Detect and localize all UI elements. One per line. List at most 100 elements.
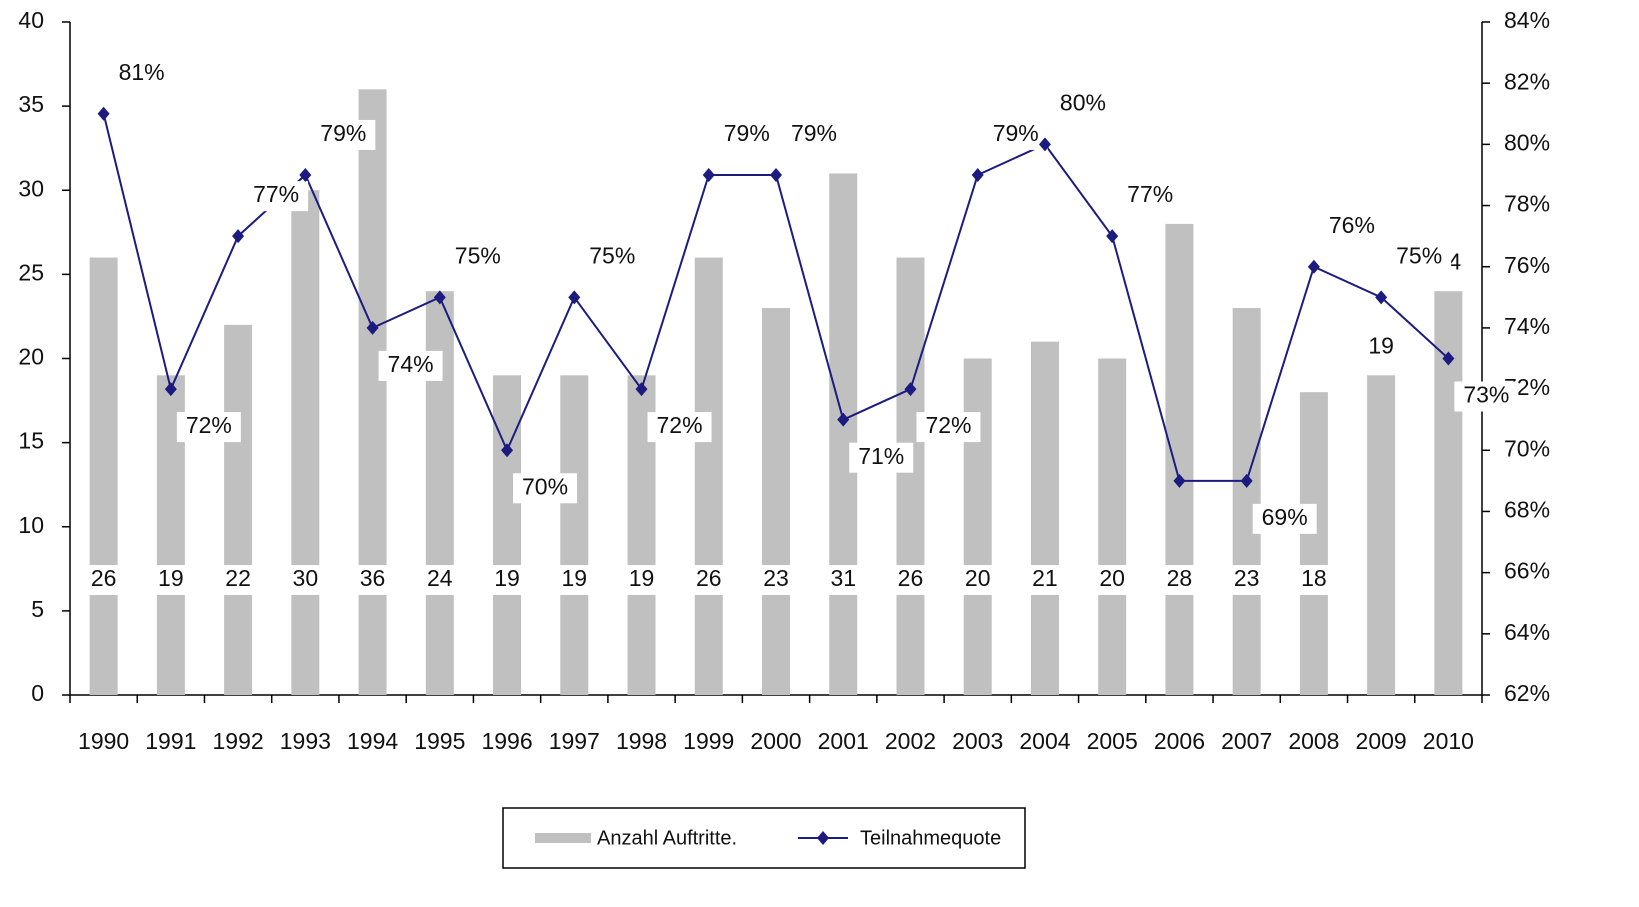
x-tick-label: 1995	[414, 728, 465, 754]
bar-label: 20	[1099, 565, 1125, 591]
line-label-bg	[445, 242, 510, 273]
line-label: 72%	[657, 412, 703, 438]
bar	[829, 173, 858, 696]
bar-label: 23	[1234, 565, 1260, 591]
bar	[896, 257, 925, 695]
y-tick-label: 20	[18, 344, 44, 370]
bar	[762, 308, 790, 695]
marker	[837, 412, 850, 427]
marker	[770, 167, 782, 182]
bar	[1165, 223, 1194, 695]
line-label-bg	[244, 181, 309, 212]
x-tick-label: 2006	[1154, 728, 1205, 754]
x-tick-label: 2010	[1423, 728, 1474, 754]
marker	[1375, 290, 1388, 305]
bar	[358, 89, 387, 696]
line-label-bg	[916, 412, 981, 443]
bar-label-bg	[552, 565, 597, 595]
marker	[1240, 473, 1253, 488]
y-tick-label: 10	[18, 512, 44, 538]
x-tick-label: 2001	[818, 728, 869, 754]
marker	[904, 382, 917, 397]
bar-label: 22	[225, 565, 251, 591]
y-tick-label: 15	[18, 428, 44, 454]
y2-tick-label: 84%	[1504, 7, 1550, 33]
bar-label-bg	[955, 565, 1000, 595]
line-label-bg	[1319, 211, 1384, 242]
y-tick-label: 30	[18, 175, 44, 201]
marker	[97, 106, 110, 121]
bar-label: 23	[763, 565, 789, 591]
line-label: 76%	[1329, 212, 1375, 238]
bar-label-bg	[148, 565, 193, 595]
marker	[702, 167, 715, 182]
bar-label: 18	[1301, 565, 1327, 591]
line-label-bg	[1252, 503, 1317, 534]
marker	[1038, 137, 1051, 152]
x-tick-label: 1997	[549, 728, 600, 754]
bar-label-bg	[1157, 565, 1202, 595]
marker	[1442, 351, 1455, 366]
y-tick-label: 5	[31, 596, 44, 622]
y-tick-label: 35	[18, 91, 44, 117]
bar-label-bg	[216, 565, 261, 595]
line-label-bg	[580, 242, 645, 273]
bar-label-bg	[417, 565, 462, 595]
bar	[1232, 308, 1261, 695]
y2-tick-label: 82%	[1504, 68, 1550, 94]
line-label: 79%	[724, 120, 770, 146]
line-label: 75%	[1396, 242, 1442, 268]
x-tick-label: 1996	[481, 728, 532, 754]
marker	[501, 443, 514, 458]
marker	[433, 290, 446, 305]
marker	[971, 167, 984, 182]
bar-label: 26	[696, 565, 722, 591]
bar-label-bg	[821, 565, 866, 595]
bar-label-bg	[1090, 565, 1135, 595]
marker	[164, 382, 177, 397]
x-tick-label: 1993	[280, 728, 331, 754]
line-label: 81%	[119, 59, 165, 85]
line-label-bg	[176, 412, 241, 443]
x-tick-label: 2005	[1087, 728, 1138, 754]
bar-label: 36	[360, 565, 386, 591]
legend-swatch	[535, 833, 591, 843]
line-label-bg	[983, 119, 1048, 150]
bar-label-bg	[485, 565, 530, 595]
line-label: 77%	[253, 181, 299, 207]
legend-marker	[817, 831, 829, 845]
bar	[493, 375, 522, 695]
line-label: 80%	[1060, 89, 1106, 115]
line-label-bg	[513, 473, 578, 504]
y2-tick-label: 64%	[1504, 619, 1550, 645]
bar-label: 19	[494, 565, 520, 591]
legend-label: Teilnahmequote	[860, 827, 1001, 849]
legend-label: Anzahl Auftritte.	[597, 827, 737, 849]
bar-label: 19	[629, 565, 655, 591]
line-label-bg	[714, 119, 779, 150]
bar-label-bg	[1022, 565, 1067, 595]
bar-label: 19	[1368, 332, 1394, 358]
bar-label-bg	[1359, 332, 1404, 363]
bar	[1030, 341, 1059, 695]
bar-label: 19	[561, 565, 587, 591]
x-tick-label: 2009	[1356, 728, 1407, 754]
line-label: 72%	[186, 412, 232, 438]
marker	[1307, 259, 1320, 274]
line-label: 79%	[993, 120, 1039, 146]
x-tick-label: 1991	[145, 728, 196, 754]
bar	[560, 375, 589, 695]
x-tick-label: 2002	[885, 728, 936, 754]
line-label-bg	[1387, 242, 1452, 273]
bar	[1098, 358, 1127, 695]
bar	[694, 257, 723, 695]
line-label-bg	[378, 350, 443, 381]
bar	[963, 358, 992, 695]
line-label-bg	[1118, 181, 1183, 212]
line-label-bg	[109, 58, 174, 89]
bar	[291, 190, 320, 695]
x-tick-label: 1999	[683, 728, 734, 754]
y-tick-label: 0	[31, 680, 44, 706]
bar-label: 26	[898, 565, 924, 591]
